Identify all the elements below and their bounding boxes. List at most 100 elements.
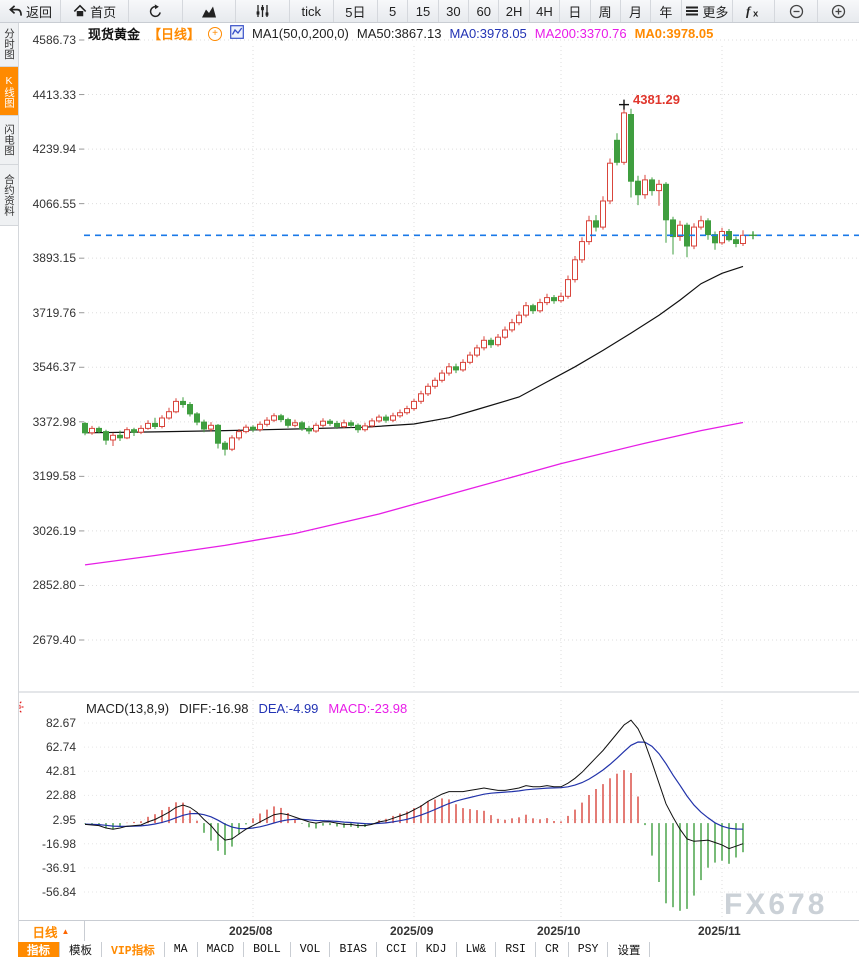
home-icon [73, 4, 87, 18]
add-indicator-icon[interactable]: + [208, 26, 223, 41]
kline-legend-icon [230, 25, 244, 42]
axis-tick-label: 22.88 [45, 788, 76, 803]
indicator-tab-RSI[interactable]: RSI [496, 942, 536, 957]
toolbar-button-label: 返回 [25, 4, 52, 20]
axis-tick-label: -36.91 [41, 860, 76, 875]
toolbar-button-返回[interactable]: 返回 [0, 0, 61, 22]
toolbar-button-tick[interactable]: tick [290, 0, 334, 22]
svg-text:x: x [753, 9, 759, 19]
axis-tick-label: 3199.58 [32, 469, 76, 484]
axis-tick-label: 62.74 [45, 740, 76, 755]
indicator-tab-CCI[interactable]: CCI [377, 942, 417, 957]
toolbar-button-zoom-in[interactable] [818, 0, 859, 22]
ma200-value: MA200:3370.76 [534, 26, 627, 41]
top-toolbar: 返回 首页 tick 5日 5 15 30 60 2H 4H 日周 月年 更多 f x [0, 0, 859, 23]
indicator-tab-MA[interactable]: MA [165, 942, 198, 957]
axis-tick-label: -56.84 [41, 885, 76, 899]
axis-tick-label: 42.81 [45, 764, 76, 779]
toolbar-button-label: 5日 [345, 4, 366, 20]
toolbar-button-15[interactable]: 15 [408, 0, 439, 22]
price-legend: 现货黄金 【日线】 + MA1(50,0,200,0) MA50:3867.13… [88, 24, 713, 43]
toolbar-button-label: 年 [659, 4, 673, 20]
xaxis-date-label: 2025/08 [229, 924, 273, 938]
candles-icon [255, 4, 270, 18]
zoom-out-icon [789, 4, 804, 19]
xaxis-date-label: 2025/11 [698, 924, 741, 938]
toolbar-button-4H[interactable]: 4H [530, 0, 561, 22]
indicator-tab-KDJ[interactable]: KDJ [417, 942, 457, 957]
axis-tick-label: 2852.80 [32, 578, 76, 593]
ma-settings-label[interactable]: MA1(50,0,200,0) [252, 26, 349, 41]
indicator-tab-指标[interactable]: 指标 [18, 942, 60, 958]
period-selector[interactable]: 日线 ▲ [18, 921, 85, 941]
indicator-tab-bar: 指标 模板 VIP指标 MA MACD BOLL VOL BIAS CCI KDJ LW& RSI CR… [18, 942, 859, 958]
menu-icon [685, 5, 699, 17]
axis-tick-label: 2.95 [52, 812, 76, 827]
macd-hist-value: MACD:-23.98 [328, 701, 408, 716]
indicator-tab-VIP指标[interactable]: VIP指标 [102, 942, 165, 958]
indicator-tab-LW&[interactable]: LW& [457, 942, 497, 957]
toolbar-button-label: 15 [415, 3, 431, 19]
toolbar-button-label: 日 [568, 4, 582, 20]
toolbar-button-年[interactable]: 年 [651, 0, 682, 22]
indicator-tab-BIAS[interactable]: BIAS [330, 942, 378, 957]
indicator-tab-VOL[interactable]: VOL [291, 942, 331, 957]
toolbar-button-60[interactable]: 60 [469, 0, 500, 22]
axis-tick-label: 3719.76 [32, 305, 76, 320]
symbol-name: 现货黄金 [88, 27, 141, 42]
axis-tick-label: 4066.55 [32, 196, 76, 211]
toolbar-button-日[interactable]: 日 [560, 0, 591, 22]
axis-tick-label: 4586.73 [32, 33, 76, 47]
toolbar-button-label: 更多 [702, 4, 729, 20]
indicator-tab-PSY[interactable]: PSY [569, 942, 609, 957]
axis-tick-label: 3372.98 [32, 414, 76, 429]
toolbar-button-label: 4H [536, 3, 553, 19]
toolbar-button-周[interactable]: 周 [591, 0, 621, 22]
toolbar-button-area-chart[interactable] [183, 0, 237, 22]
toolbar-button-首页[interactable]: 首页 [61, 0, 130, 22]
toolbar-button-2H[interactable]: 2H [499, 0, 530, 22]
macd-dea-value: DEA:-4.99 [258, 701, 319, 716]
toolbar-button-月[interactable]: 月 [621, 0, 652, 22]
back-arrow-icon [8, 4, 23, 18]
chart-type-sidebar: 分时图 K线图 闪电图 合约资料 [0, 22, 19, 957]
toolbar-button-30[interactable]: 30 [439, 0, 470, 22]
toolbar-button-更多[interactable]: 更多 [682, 0, 734, 22]
indicator-tab-MACD[interactable]: MACD [198, 942, 245, 957]
macd-params[interactable]: MACD(13,8,9) [86, 701, 170, 716]
sidebar-tab-合约资料[interactable]: 合约资料 [0, 165, 18, 226]
xaxis-date-label: 2025/10 [537, 924, 581, 938]
period-selector-label: 日线 [32, 925, 58, 940]
axis-tick-label: 3893.15 [32, 251, 76, 266]
axis-tick-label: -16.98 [41, 836, 76, 851]
indicator-tab-CR[interactable]: CR [536, 942, 569, 957]
ma0-orange-value: MA0:3978.05 [634, 26, 714, 41]
toolbar-button-candles[interactable] [236, 0, 290, 22]
toolbar-button-5[interactable]: 5 [378, 0, 409, 22]
indicator-tab-BOLL[interactable]: BOLL [244, 942, 291, 957]
sidebar-tab-K线图[interactable]: K线图 [0, 67, 18, 116]
ma50-value: MA50:3867.13 [356, 26, 442, 41]
toolbar-button-zoom-out[interactable] [775, 0, 818, 22]
toolbar-button-refresh[interactable] [129, 0, 183, 22]
axis-tick-label: 4413.33 [32, 87, 76, 102]
dropdown-arrow-icon: ▲ [61, 926, 70, 936]
toolbar-button-5日[interactable]: 5日 [334, 0, 378, 22]
indicator-tab-设置[interactable]: 设置 [608, 942, 651, 958]
macd-diff-value: DIFF:-16.98 [179, 701, 249, 716]
sidebar-tab-闪电图[interactable]: 闪电图 [0, 116, 18, 165]
sidebar-tab-分时图[interactable]: 分时图 [0, 22, 18, 67]
xaxis-row: 日线 ▲ 2025/08 2025/09 2025/10 2025/11 [0, 920, 859, 943]
period-label: 【日线】 [148, 27, 201, 42]
indicator-tab-模板[interactable]: 模板 [60, 942, 102, 958]
axis-tick-label: 82.67 [45, 716, 76, 730]
zoom-in-icon [831, 4, 846, 19]
toolbar-button-label: 首页 [90, 4, 117, 20]
axis-tick-label: 2679.40 [32, 633, 76, 647]
axis-tick-label: 3026.19 [32, 523, 76, 538]
area-chart-icon [201, 5, 217, 18]
